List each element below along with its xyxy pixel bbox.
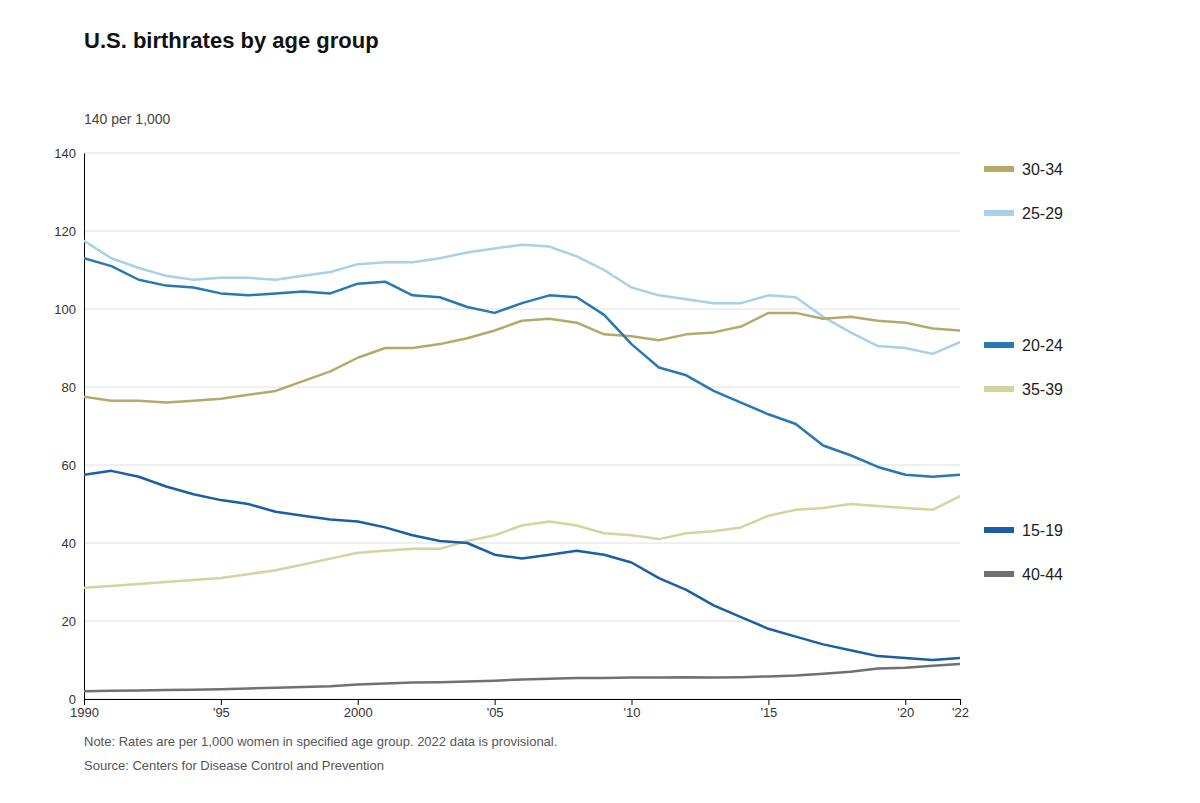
annotation: Note: Rates are per 1,000 women in speci… xyxy=(84,734,557,749)
y-tick-label: 20 xyxy=(62,614,76,629)
y-tick: 120 xyxy=(54,224,84,239)
x-tick-label: 2000 xyxy=(344,705,373,720)
legend-swatch xyxy=(984,527,1014,533)
grid-line xyxy=(84,621,960,622)
x-tick-label: '22 xyxy=(952,705,969,720)
y-tick: 20 xyxy=(62,614,84,629)
legend-item: 15-19 xyxy=(984,522,1063,539)
x-tick: '05 xyxy=(487,699,504,720)
legend-item: 30-34 xyxy=(984,161,1063,178)
x-tick-mark xyxy=(905,699,906,705)
grid-line xyxy=(84,153,960,154)
series-line xyxy=(84,496,960,588)
y-tick: 100 xyxy=(54,302,84,317)
x-tick-label: 1990 xyxy=(70,705,99,720)
x-tick: 2000 xyxy=(344,699,373,720)
x-tick: '22 xyxy=(952,699,969,720)
y-tick: 60 xyxy=(62,458,84,473)
series-line xyxy=(84,471,960,660)
legend-swatch xyxy=(984,386,1014,392)
series-line xyxy=(84,241,960,354)
x-tick-mark xyxy=(768,699,769,705)
x-tick-mark xyxy=(495,699,496,705)
y-tick: 80 xyxy=(62,380,84,395)
lines xyxy=(84,241,960,691)
legend-swatch xyxy=(984,210,1014,216)
grid xyxy=(84,153,960,699)
y-tick-label: 80 xyxy=(62,380,76,395)
legend-item: 25-29 xyxy=(984,205,1063,222)
legend-item: 35-39 xyxy=(984,381,1063,398)
x-tick-label: '05 xyxy=(487,705,504,720)
x-tick: '10 xyxy=(624,699,641,720)
y-tick: 140 xyxy=(54,146,84,161)
x-tick-label: '10 xyxy=(624,705,641,720)
x-tick: 1990 xyxy=(70,699,99,720)
y-tick-label: 40 xyxy=(62,536,76,551)
x-tick: '20 xyxy=(897,699,914,720)
x-tick-mark xyxy=(221,699,222,705)
legend-label: 20-24 xyxy=(1022,337,1063,354)
legend-swatch xyxy=(984,571,1014,577)
legend-label: 35-39 xyxy=(1022,381,1063,398)
legend-item: 20-24 xyxy=(984,337,1063,354)
legend-swatch xyxy=(984,166,1014,172)
x-axis: 1990 '95 2000 '05 '10 '15 '20 '22 xyxy=(70,699,969,720)
y-tick: 40 xyxy=(62,536,84,551)
grid-line xyxy=(84,387,960,388)
legend-item: 40-44 xyxy=(984,566,1063,583)
grid-line xyxy=(84,543,960,544)
y-axis: 020406080100120140 xyxy=(54,146,84,707)
x-tick-mark xyxy=(84,699,85,705)
series-line xyxy=(84,258,960,476)
x-tick-label: '95 xyxy=(213,705,230,720)
y-axis-label: 140 per 1,000 xyxy=(84,111,171,127)
legend-swatch xyxy=(984,342,1014,348)
title: U.S. birthrates by age group xyxy=(84,28,379,53)
x-tick: '15 xyxy=(760,699,777,720)
legend-label: 15-19 xyxy=(1022,522,1063,539)
chart: U.S. birthrates by age group 140 per 1,00… xyxy=(0,0,1200,803)
series-line xyxy=(84,313,960,403)
legend: 30-34 25-29 20-24 35-39 15-19 40-44 xyxy=(984,161,1063,583)
grid-line xyxy=(84,309,960,310)
x-tick: '95 xyxy=(213,699,230,720)
grid-line xyxy=(84,465,960,466)
plot-area: 0204060801001201401990'952000'05'10'15'2… xyxy=(54,146,969,721)
x-tick-mark xyxy=(960,699,961,705)
annotation: Source: Centers for Disease Control and … xyxy=(84,758,384,773)
y-tick-label: 120 xyxy=(54,224,76,239)
legend-label: 30-34 xyxy=(1022,161,1063,178)
legend-label: 25-29 xyxy=(1022,205,1063,222)
y-tick-label: 100 xyxy=(54,302,76,317)
x-tick-label: '20 xyxy=(897,705,914,720)
series-line xyxy=(84,664,960,691)
y-tick-label: 140 xyxy=(54,146,76,161)
x-axis-line xyxy=(85,700,961,706)
grid-line xyxy=(84,231,960,232)
legend-label: 40-44 xyxy=(1022,566,1063,583)
x-tick-mark xyxy=(632,699,633,705)
x-tick-label: '15 xyxy=(760,705,777,720)
x-tick-mark xyxy=(358,699,359,705)
y-axis-line xyxy=(84,154,85,700)
y-tick-label: 60 xyxy=(62,458,76,473)
